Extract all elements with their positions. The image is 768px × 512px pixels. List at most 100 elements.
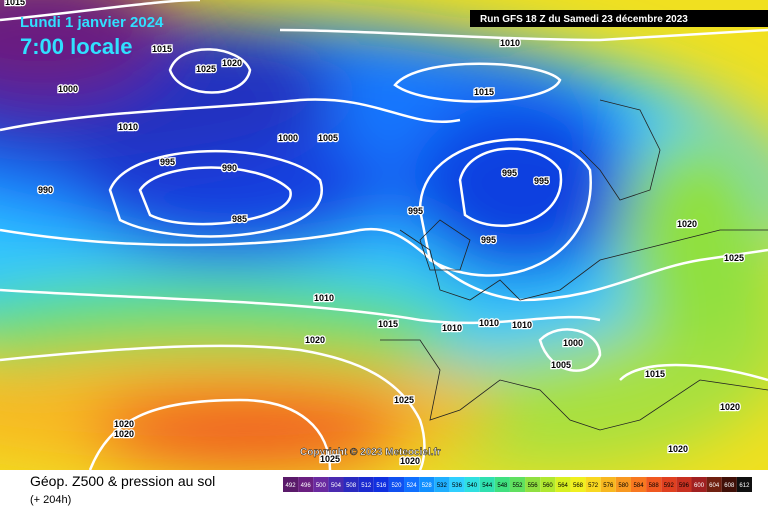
legend-swatch (419, 477, 435, 492)
legend-label: 528 (422, 483, 433, 489)
isobar-label: 1025 (724, 253, 744, 263)
legend-label: 584 (634, 483, 645, 489)
legend-label: 500 (316, 483, 327, 489)
isobar-label: 1025 (196, 64, 216, 74)
isobar-label: 1020 (114, 419, 134, 429)
isobar-label: 1020 (677, 219, 697, 229)
legend-label: 588 (649, 483, 660, 489)
isobar-label: 1025 (394, 395, 414, 405)
legend-label: 612 (739, 483, 750, 489)
legend-swatch (706, 477, 722, 492)
isobar-label: 1015 (474, 87, 494, 97)
forecast-time: 7:00 locale (20, 34, 133, 59)
legend-swatch (479, 477, 495, 492)
isobar-label: 1005 (318, 133, 338, 143)
isobar-label: 995 (502, 168, 517, 178)
legend-swatch (358, 477, 374, 492)
legend-swatch (494, 477, 510, 492)
isobar-label: 1020 (305, 335, 325, 345)
isobar-label: 1025 (320, 454, 340, 464)
isobar-label: 1020 (400, 456, 420, 466)
isobar-label: 1010 (500, 38, 520, 48)
legend-label: 536 (452, 483, 463, 489)
isobar-label: 995 (534, 176, 549, 186)
legend-label: 568 (573, 483, 584, 489)
isobar-label: 1015 (378, 319, 398, 329)
legend-label: 516 (376, 483, 387, 489)
legend-swatch (736, 477, 752, 492)
legend-label: 496 (301, 483, 312, 489)
isobar-label: 990 (38, 185, 53, 195)
legend-label: 520 (391, 483, 402, 489)
legend-label: 504 (331, 483, 342, 489)
legend-swatch (615, 477, 631, 492)
legend-swatch (373, 477, 389, 492)
footer-title: Géop. Z500 & pression au sol (30, 473, 215, 489)
isobar-label: 1000 (563, 338, 583, 348)
legend-swatch (721, 477, 737, 492)
legend-label: 572 (588, 483, 599, 489)
legend-swatch (691, 477, 707, 492)
isobar-label: 995 (481, 235, 496, 245)
legend-label: 508 (346, 483, 357, 489)
forecast-date: Lundi 1 janvier 2024 (20, 14, 164, 31)
isobar-label: 990 (222, 163, 237, 173)
legend-swatch (464, 477, 480, 492)
legend-label: 532 (437, 483, 448, 489)
isobar-label: 1020 (720, 402, 740, 412)
isobar-label: 1015 (5, 0, 25, 7)
field (0, 0, 768, 470)
legend-label: 524 (407, 483, 418, 489)
legend-swatch (283, 477, 299, 492)
run-box (470, 10, 768, 27)
isobar-label: 1020 (222, 58, 242, 68)
isobar-label: 1015 (645, 369, 665, 379)
legend-swatch (540, 477, 556, 492)
isobar-label: 1020 (668, 444, 688, 454)
isobar-label: 1015 (152, 44, 172, 54)
legend: 492 496 500 504 508 512 516 520 524 528 532 536 540 5… (283, 477, 752, 492)
isobar-labels: 1015 1015 1025 1020 1000 1010 995 990 990 985 1000… (4, 0, 746, 467)
legend-swatch (343, 477, 359, 492)
legend-label: 540 (467, 483, 478, 489)
legend-swatch (555, 477, 571, 492)
copyright: Copyright © 2023 Meteociel.fr (300, 447, 441, 458)
legend-swatch (509, 477, 526, 492)
legend-label: 576 (603, 483, 614, 489)
legend-label: 492 (286, 483, 297, 489)
legend-swatch (404, 477, 420, 492)
isobar-label: 1000 (58, 84, 78, 94)
legend-swatch (570, 477, 586, 492)
legend-label: 580 (618, 483, 629, 489)
footer-lead: (+ 204h) (30, 494, 71, 506)
legend-swatch (585, 477, 601, 492)
legend-label: 564 (558, 483, 569, 489)
isobar-label: 1005 (551, 360, 571, 370)
legend-swatch (298, 477, 314, 492)
legend-swatch (388, 477, 405, 492)
legend-swatch (525, 477, 541, 492)
isobar-label: 995 (408, 206, 423, 216)
isobar-label: 1010 (512, 320, 532, 330)
legend-swatch (646, 477, 662, 492)
isobar-label: 1020 (114, 429, 134, 439)
legend-swatch (313, 477, 329, 492)
legend-swatch (630, 477, 647, 492)
isobar-lines (0, 0, 768, 470)
legend-label: 608 (724, 483, 735, 489)
legend-swatch (328, 477, 344, 492)
legend-label: 544 (482, 483, 493, 489)
legend-swatch (676, 477, 692, 492)
legend-label: 548 (497, 483, 508, 489)
coastlines (380, 99, 768, 431)
run-info: Run GFS 18 Z du Samedi 23 décembre 2023 (480, 14, 688, 25)
isobar-label: 1000 (278, 133, 298, 143)
isobar-label: 1010 (442, 323, 462, 333)
legend-label: 552 (512, 483, 523, 489)
legend-swatch (449, 477, 465, 492)
legend-swatch (600, 477, 616, 492)
legend-label: 512 (361, 483, 372, 489)
isobar-label: 1010 (118, 122, 138, 132)
isobar-label: 985 (232, 214, 247, 224)
